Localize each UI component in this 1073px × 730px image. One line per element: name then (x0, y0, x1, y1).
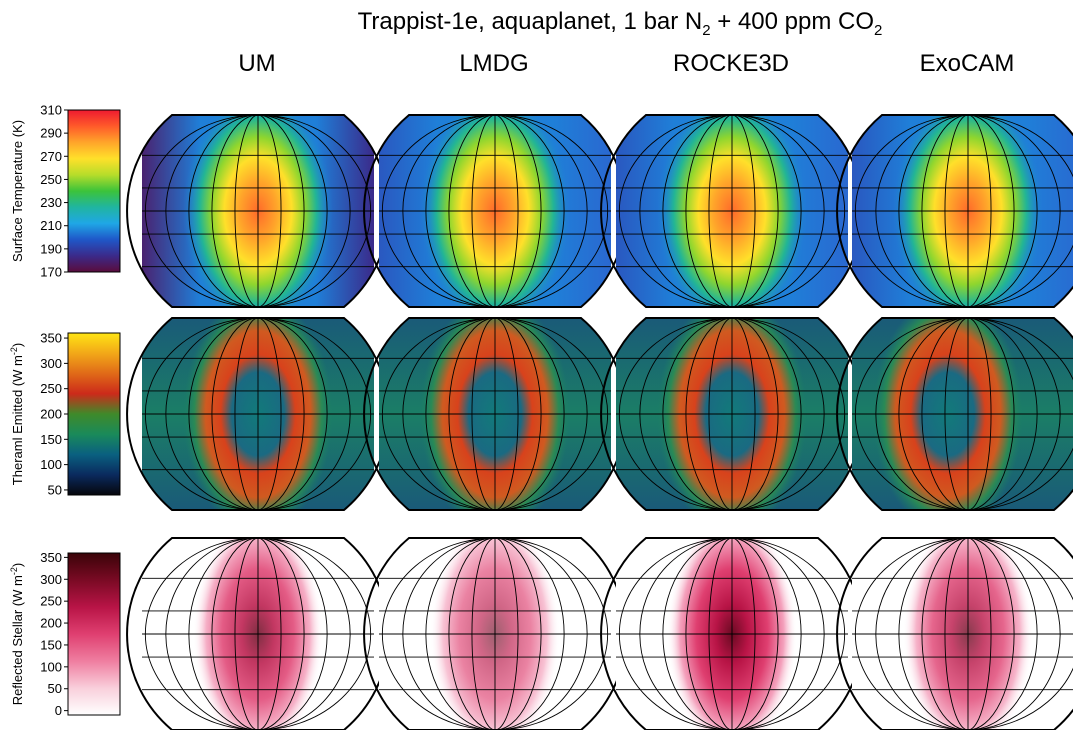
map-panel-thermal-emitted-exocam (852, 318, 1073, 510)
colorbar-scale (67, 109, 121, 273)
colorbar-tick-label: 300 (40, 356, 62, 371)
map-panel-reflected-stellar-um (142, 538, 374, 730)
colorbar-tick-label: 0 (55, 703, 62, 718)
colorbar-tick-label: 210 (40, 218, 62, 233)
figure-title: Trappist-1e, aquaplanet, 1 bar N2 + 400 … (240, 8, 1000, 39)
colorbar-tick-label: 250 (40, 594, 62, 609)
colorbar-scale (67, 552, 121, 716)
map-panel-surface-temperature-lmdg (379, 115, 611, 307)
colorbar-label: Surface Temperature (K) (10, 120, 25, 262)
colorbar-tick-label: 290 (40, 126, 62, 141)
map-panel-surface-temperature-rocke3d (616, 115, 848, 307)
map-panel-surface-temperature-um (142, 115, 374, 307)
colorbar-tick-label: 350 (40, 331, 62, 346)
colorbar-tick-label: 200 (40, 616, 62, 631)
map-panel-thermal-emitted-lmdg (379, 318, 611, 510)
title-middle: + 400 ppm CO (710, 8, 875, 35)
map-panel-reflected-stellar-rocke3d (616, 538, 848, 730)
map-panel-thermal-emitted-um (142, 318, 374, 510)
colorbar-tick-label: 250 (40, 381, 62, 396)
title-sub-co2: 2 (874, 21, 883, 39)
colorbar-tick-label: 50 (48, 681, 62, 696)
column-header-um: UM (238, 50, 276, 77)
map-panel-surface-temperature-exocam (852, 115, 1073, 307)
colorbar-tick-label: 150 (40, 637, 62, 652)
colorbar-tick-label: 50 (48, 482, 62, 497)
colorbar-tick-label: 350 (40, 550, 62, 565)
colorbar-tick-label: 300 (40, 572, 62, 587)
title-sub-n2: 2 (702, 21, 711, 39)
colorbar-tick-label: 100 (40, 659, 62, 674)
colorbar-tick-label: 200 (40, 407, 62, 422)
colorbar-3: 0 50 100 150 200 250 300 350 Reflected Stellar (… (9, 550, 121, 718)
colorbar-tick-label: 230 (40, 195, 62, 210)
colorbar-1: 170 190 210 230 250 270 290 310 Surface Temperat… (10, 103, 121, 280)
map-panel-thermal-emitted-rocke3d (616, 318, 848, 510)
colorbar-tick-label: 190 (40, 241, 62, 256)
colorbar-tick-label: 270 (40, 149, 62, 164)
colorbar-label: Reflected Stellar (W m-2) (9, 563, 25, 705)
column-header-exocam: ExoCAM (919, 50, 1015, 77)
map-outline (836, 114, 1073, 308)
colorbar-label: Theraml Emitted (W m-2) (9, 343, 25, 485)
map-panel-reflected-stellar-exocam (852, 538, 1073, 730)
map-panel-reflected-stellar-lmdg (379, 538, 611, 730)
column-header-rocke3d: ROCKE3D (672, 50, 790, 77)
title-prefix: Trappist-1e, aquaplanet, 1 bar N (357, 8, 703, 35)
colorbar-tick-label: 150 (40, 432, 62, 447)
column-header-lmdg: LMDG (459, 50, 529, 77)
colorbar-tick-label: 310 (40, 103, 62, 118)
colorbar-tick-label: 100 (40, 457, 62, 472)
colorbar-tick-label: 170 (40, 265, 62, 280)
colorbar-tick-label: 250 (40, 172, 62, 187)
colorbar-scale (67, 332, 121, 496)
map-outline (836, 317, 1073, 511)
map-outline (836, 537, 1073, 730)
colorbar-2: 50 100 150 200 250 300 350 Theraml Emitted (W m… (9, 331, 121, 497)
